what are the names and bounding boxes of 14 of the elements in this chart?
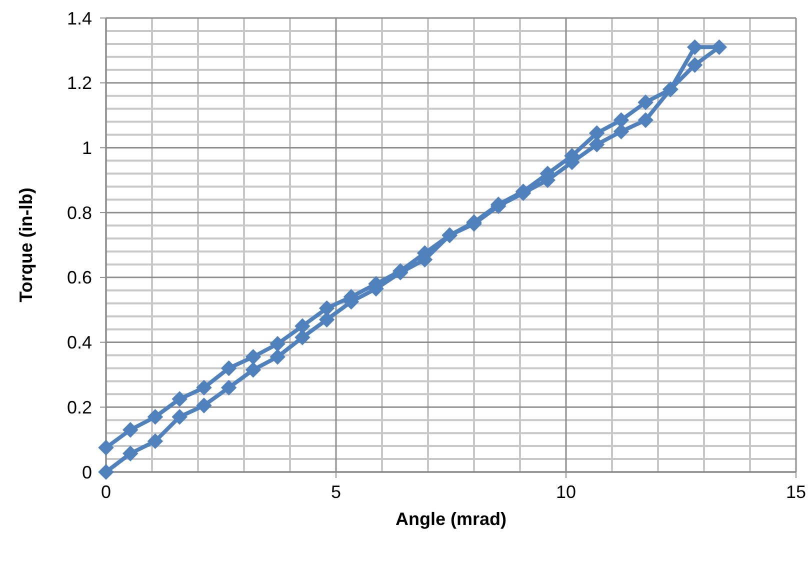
y-tick-label: 1.2 [66,73,92,94]
y-tick-label: 1.4 [66,8,92,28]
y-tick-label: 0 [82,462,92,482]
y-axis-title: Torque (in-lb) [16,188,36,302]
x-tick-label: 5 [330,482,342,502]
y-tick-label: 1 [82,138,92,158]
x-tick-label: 10 [556,482,576,502]
y-tick-label: 0.8 [66,202,92,223]
x-tick-label: 15 [786,482,806,502]
x-axis-title: Angle (mrad) [395,509,507,529]
y-tick-label: 0.4 [66,332,92,353]
y-tick-label: 0.2 [66,397,92,418]
y-tick-label: 0.6 [66,268,92,288]
x-tick-label: 0 [100,482,112,502]
